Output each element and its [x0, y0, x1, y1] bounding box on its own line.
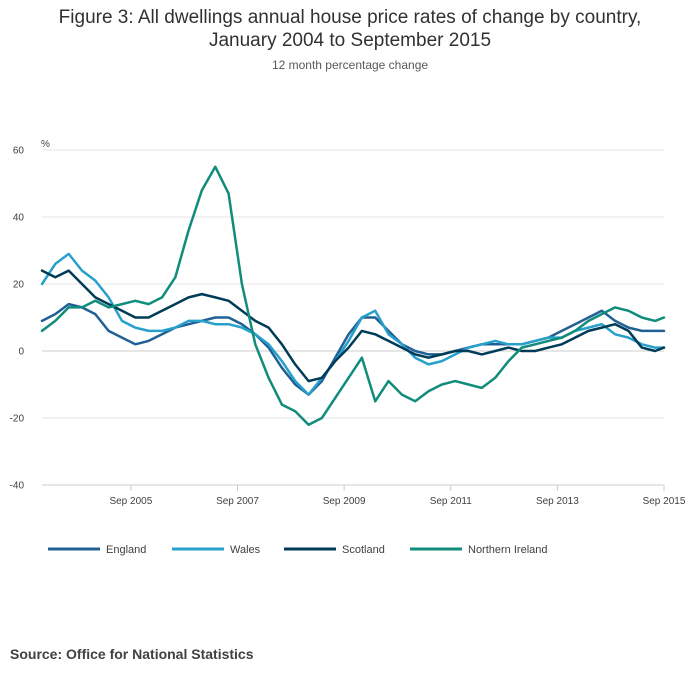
y-tick-label: 60	[13, 146, 25, 157]
series-line-wales	[40, 252, 666, 396]
series-line-england	[40, 302, 666, 396]
x-tick-label: Sep 2009	[323, 496, 366, 507]
legend-label-scotland: Scotland	[342, 544, 385, 556]
y-tick-label: 40	[13, 213, 25, 224]
y-tick-label: 20	[13, 280, 25, 291]
y-axis-label: %	[41, 139, 50, 150]
y-tick-label: 0	[18, 347, 24, 358]
series-line-scotland	[40, 269, 666, 383]
x-tick-label: Sep 2011	[430, 496, 473, 507]
x-tick-label: Sep 2015	[643, 496, 686, 507]
legend-label-england: England	[106, 544, 146, 556]
source-note: Source: Office for National Statistics	[10, 646, 254, 662]
line-chart: -40 -20 0 20 40 60% Sep 2005 Sep 2007 Sep 2009 Se…	[10, 139, 686, 556]
series-line-northern-ireland	[40, 165, 666, 426]
x-tick-label: Sep 2005	[109, 496, 152, 507]
chart-title-line-1: Figure 3: All dwellings annual house pri…	[58, 7, 642, 28]
x-tick-label: Sep 2007	[216, 496, 259, 507]
chart-title: Figure 3: All dwellings annual house pri…	[0, 6, 700, 52]
y-tick-label: -40	[10, 481, 25, 492]
legend-label-northern-ireland: Northern Ireland	[468, 544, 548, 556]
chart-title-line-2: January 2004 to September 2015	[208, 30, 492, 51]
y-tick-label: -20	[10, 414, 25, 425]
x-tick-label: Sep 2013	[536, 496, 579, 507]
legend-label-wales: Wales	[230, 544, 261, 556]
chart-subtitle: 12 month percentage change	[271, 58, 429, 72]
